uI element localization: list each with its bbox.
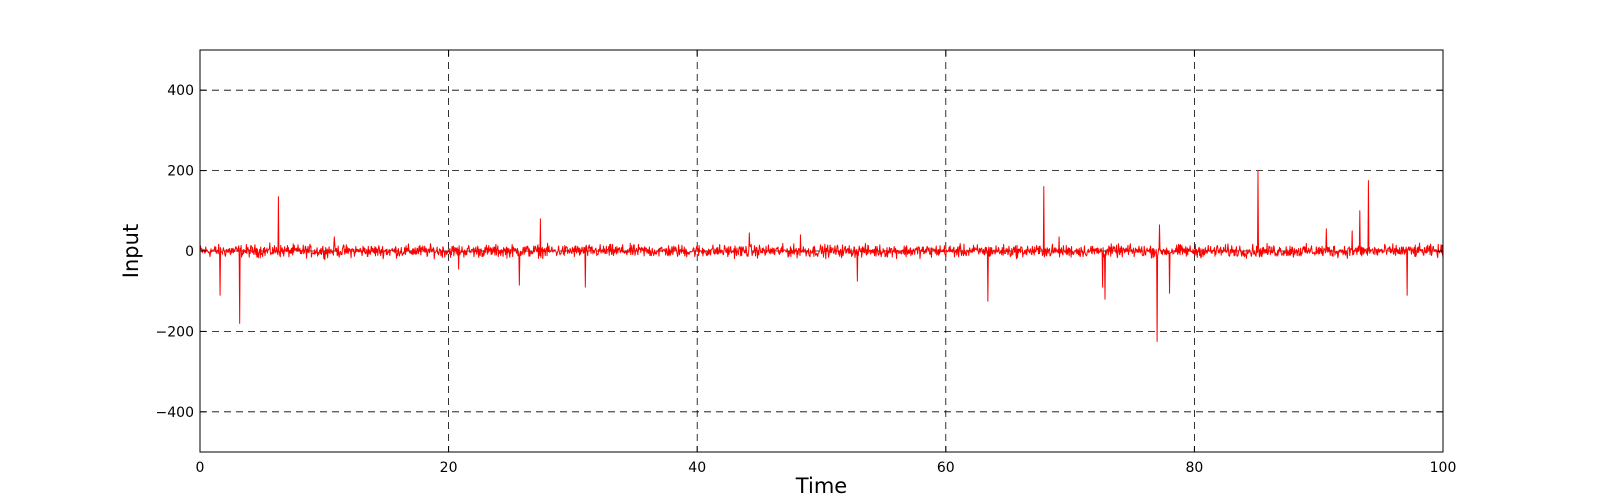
x-tick-label: 80 (1185, 460, 1203, 476)
x-tick-label: 40 (688, 460, 706, 476)
ticks: 0 20 40 60 80 100 −400 −200 0 200 400 (156, 50, 1457, 476)
y-axis-label: Input (119, 224, 143, 278)
y-tick-label: −400 (156, 405, 194, 421)
x-tick-label: 100 (1430, 460, 1457, 476)
series-layer (199, 170, 1444, 342)
x-tick-label: 0 (196, 460, 205, 476)
x-tick-label: 60 (937, 460, 955, 476)
y-tick-label: 200 (167, 164, 194, 180)
y-tick-label: −200 (156, 324, 194, 340)
x-tick-label: 20 (440, 460, 458, 476)
y-tick-label: 400 (167, 83, 194, 99)
series-line (199, 170, 1444, 342)
x-axis-label: Time (795, 474, 847, 498)
y-tick-label: 0 (185, 244, 194, 260)
